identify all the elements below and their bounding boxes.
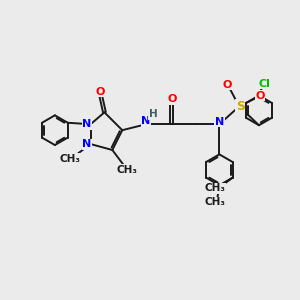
- Text: N: N: [141, 116, 151, 126]
- Text: S: S: [236, 100, 245, 113]
- Text: CH₃: CH₃: [117, 165, 138, 175]
- Text: H: H: [148, 109, 157, 119]
- Text: CH₃: CH₃: [205, 197, 226, 207]
- Text: CH₃: CH₃: [204, 183, 225, 194]
- Text: N: N: [82, 139, 91, 149]
- Text: O: O: [96, 86, 105, 97]
- Text: N: N: [215, 117, 224, 127]
- Text: O: O: [255, 91, 265, 100]
- Text: CH₃: CH₃: [59, 154, 80, 164]
- Text: O: O: [167, 94, 176, 104]
- Text: N: N: [82, 119, 91, 129]
- Text: O: O: [223, 80, 232, 90]
- Text: Cl: Cl: [259, 79, 271, 88]
